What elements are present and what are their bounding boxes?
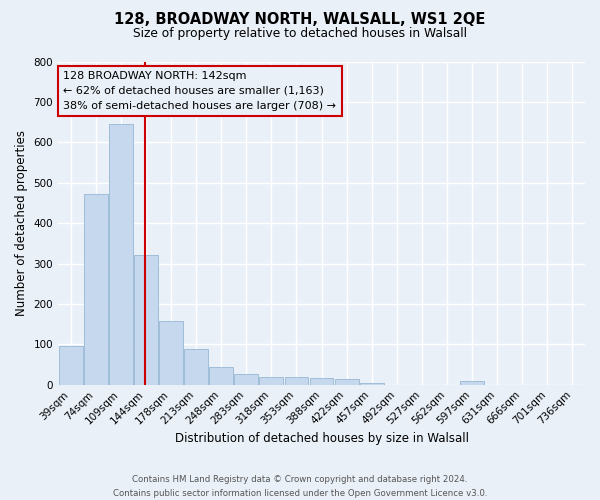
- Bar: [134, 256, 158, 384]
- Bar: [184, 349, 208, 384]
- Bar: [109, 124, 133, 384]
- Bar: [335, 378, 359, 384]
- Text: Contains HM Land Registry data © Crown copyright and database right 2024.
Contai: Contains HM Land Registry data © Crown c…: [113, 476, 487, 498]
- Text: 128, BROADWAY NORTH, WALSALL, WS1 2QE: 128, BROADWAY NORTH, WALSALL, WS1 2QE: [115, 12, 485, 28]
- Bar: [59, 346, 83, 385]
- Bar: [259, 376, 283, 384]
- Text: 128 BROADWAY NORTH: 142sqm
← 62% of detached houses are smaller (1,163)
38% of s: 128 BROADWAY NORTH: 142sqm ← 62% of deta…: [64, 71, 337, 111]
- Bar: [360, 383, 383, 384]
- Text: Size of property relative to detached houses in Walsall: Size of property relative to detached ho…: [133, 28, 467, 40]
- Bar: [84, 194, 107, 384]
- Bar: [310, 378, 334, 384]
- X-axis label: Distribution of detached houses by size in Walsall: Distribution of detached houses by size …: [175, 432, 469, 445]
- Bar: [209, 368, 233, 384]
- Y-axis label: Number of detached properties: Number of detached properties: [15, 130, 28, 316]
- Bar: [460, 382, 484, 384]
- Bar: [159, 321, 183, 384]
- Bar: [284, 376, 308, 384]
- Bar: [235, 374, 258, 384]
